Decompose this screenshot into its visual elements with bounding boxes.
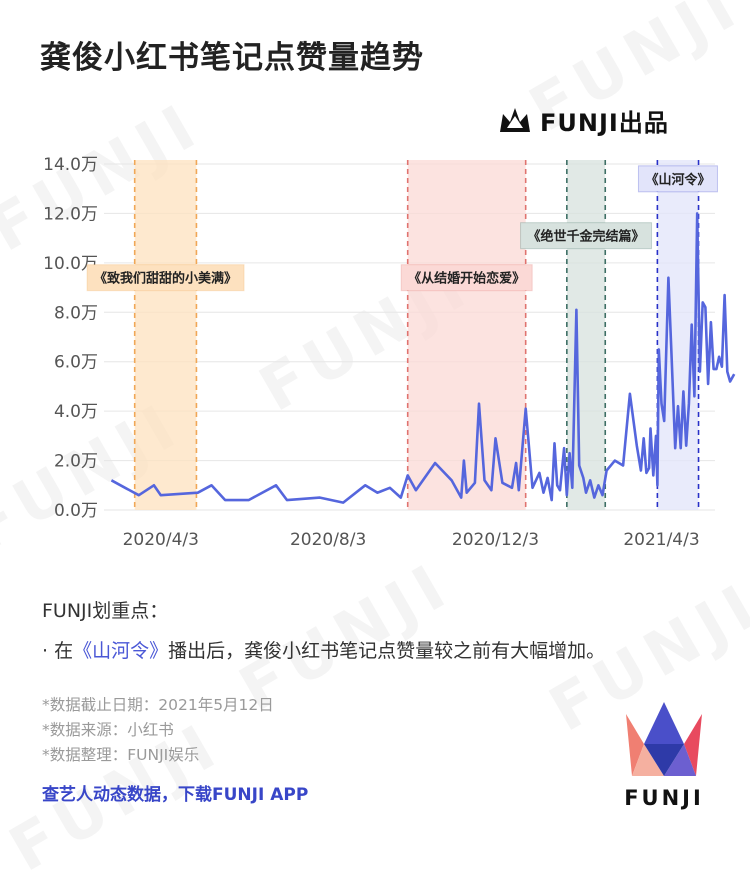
annotation-band [407,160,526,510]
annotation-label-text: 《绝世千金完结篇》 [528,229,645,245]
annotation-bands [133,160,700,510]
drama-highlight: 《山河令》 [73,640,169,662]
annotation-label-bg [637,165,718,193]
annotation-label: 《致我们甜甜的小美满》 [86,264,245,292]
annotation-label-text: 《致我们甜甜的小美满》 [94,271,237,287]
meta-info: *数据截止日期：2021年5月12日 *数据来源：小红书 *数据整理：FUNJI… [42,693,274,768]
page-title: 龚俊小红书笔记点赞量趋势 [40,40,424,76]
meta-cutoff-date: *数据截止日期：2021年5月12日 [42,696,274,714]
y-tick-label: 0.0万 [54,501,98,521]
notes-heading: FUNJI划重点： [42,600,169,622]
x-tick-label: 2020/8/3 [290,530,366,550]
y-tick-label: 4.0万 [54,402,98,422]
logo-text: FUNJI [624,786,704,810]
y-tick-label: 2.0万 [54,452,98,472]
x-tick-label: 2020/12/3 [452,530,539,550]
crown-logo-icon [500,108,530,132]
x-axis-ticks: 2020/4/3 2020/8/3 2020/12/3 2021/4/3 [123,530,700,550]
funji-logo: FUNJI [614,700,714,810]
brand-name: FUNJI出品 [540,108,669,137]
notes-body: · 在《山河令》播出后，龚俊小红书笔记点赞量较之前有大幅增加。 [42,635,707,668]
annotation-label-bg [86,264,245,292]
download-app-link[interactable]: 查艺人动态数据，下载FUNJI APP [42,785,309,805]
brand-header: FUNJI出品 [498,104,669,137]
annotation-label-bg [520,222,653,250]
notes-text-after: 播出后，龚俊小红书笔记点赞量较之前有大幅增加。 [168,640,606,662]
annotation-label-bg [400,264,533,292]
annotation-label-text: 《从结婚开始恋爱》 [408,271,525,287]
annotation-labels: 《致我们甜甜的小美满》 《从结婚开始恋爱》 《绝世千金完结篇》 《山河令》 [86,165,718,292]
annotation-label: 《从结婚开始恋爱》 [400,264,533,292]
notes-section: FUNJI划重点： · 在《山河令》播出后，龚俊小红书笔记点赞量较之前有大幅增加… [42,596,712,668]
likes-trend-chart: 0.0万 2.0万 4.0万 6.0万 8.0万 10.0万 12.0万 14.0万 2020… [43,155,736,550]
y-tick-label: 10.0万 [43,254,98,274]
x-tick-label: 2021/4/3 [623,530,699,550]
meta-source: *数据来源：小红书 [42,721,174,739]
annotation-label-text: 《山河令》 [645,172,710,188]
annotation-band [134,160,197,510]
annotation-label: 《绝世千金完结篇》 [520,222,653,250]
funji-crown-icon [626,702,702,776]
y-tick-label: 8.0万 [54,303,98,323]
y-axis-ticks: 0.0万 2.0万 4.0万 6.0万 8.0万 10.0万 12.0万 14.0万 [43,155,98,521]
series-line [110,212,736,504]
notes-text-before: 在 [54,640,74,662]
bullet: · [42,640,49,662]
x-tick-label: 2020/4/3 [123,530,199,550]
meta-compiler: *数据整理：FUNJI娱乐 [42,746,200,764]
y-tick-label: 6.0万 [54,353,98,373]
y-tick-label: 12.0万 [43,204,98,224]
annotation-label: 《山河令》 [637,165,718,193]
y-tick-label: 14.0万 [43,155,98,175]
